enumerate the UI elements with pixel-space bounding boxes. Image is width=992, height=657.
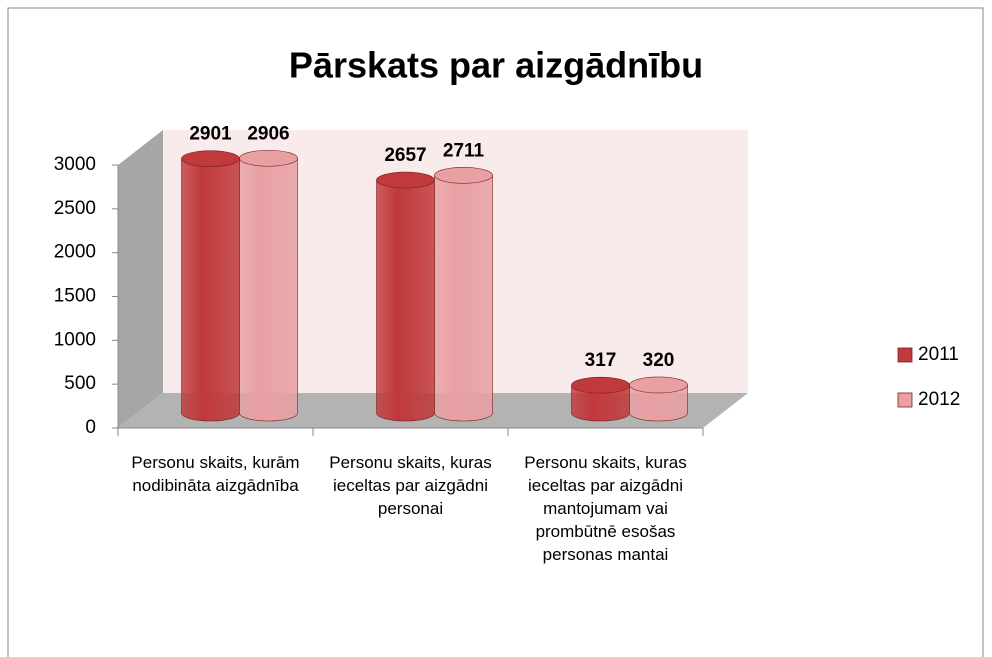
bar — [239, 157, 298, 422]
bar-top — [571, 376, 630, 394]
legend-label: 2012 — [918, 389, 960, 410]
data-label: 2901 — [189, 124, 232, 145]
bar-top — [239, 149, 298, 167]
x-tick-label: Personu skaits, kuras ieceltas par aizgā… — [329, 453, 492, 518]
bar — [181, 158, 240, 422]
chart-title: Pārskats par aizgādnību — [289, 45, 703, 86]
x-tick-label: Personu skaits, kurām nodibināta aizgādn… — [131, 453, 300, 495]
chart-border — [7, 7, 984, 657]
data-label: 320 — [643, 350, 675, 371]
y-tick-label: 2000 — [54, 242, 96, 263]
y-tick-label: 1500 — [54, 286, 96, 307]
bar — [376, 179, 435, 422]
bar-top — [181, 150, 240, 167]
legend-label: 2011 — [918, 344, 959, 365]
y-tick-label: 500 — [64, 373, 96, 394]
data-label: 2906 — [247, 123, 289, 144]
bar — [571, 384, 630, 422]
y-tick-label: 3000 — [54, 154, 96, 175]
bar — [629, 384, 688, 422]
legend-swatch — [897, 347, 913, 363]
data-label: 2711 — [443, 140, 485, 161]
x-tick-label: Personu skaits, kuras ieceltas par aizgā… — [524, 453, 687, 564]
data-label: 2657 — [384, 145, 426, 166]
side-wall — [118, 130, 163, 428]
y-tick-label: 0 — [85, 417, 96, 438]
bar-top — [629, 376, 688, 394]
y-tick-label: 1000 — [54, 329, 96, 350]
bar-top — [434, 167, 493, 184]
data-label: 317 — [585, 350, 617, 371]
bar — [434, 175, 493, 422]
legend-swatch — [897, 392, 913, 408]
y-tick-label: 2500 — [54, 198, 96, 219]
bar-top — [376, 171, 435, 189]
